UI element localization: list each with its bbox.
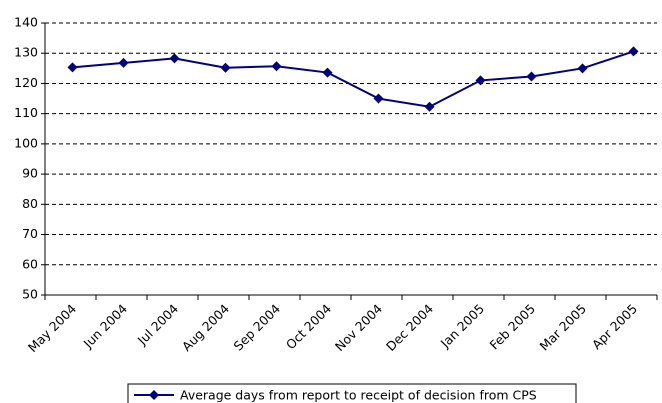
x-tick-label: Jul 2004 <box>134 301 181 348</box>
y-tick-label: 110 <box>14 105 38 120</box>
legend-marker <box>149 390 159 400</box>
point-marker <box>169 53 180 64</box>
point-marker <box>577 63 588 74</box>
point-marker <box>67 62 78 73</box>
x-tick-label: Oct 2004 <box>283 301 334 352</box>
y-tick-label: 120 <box>14 75 38 90</box>
y-tick-label: 90 <box>22 166 38 181</box>
y-tick-label: 70 <box>22 226 38 241</box>
x-tick-label: Jan 2005 <box>437 301 487 351</box>
y-tick-label: 50 <box>22 287 38 302</box>
point-marker <box>424 101 435 112</box>
x-tick-label: Jun 2004 <box>80 301 130 351</box>
y-tick-label: 60 <box>22 256 38 271</box>
x-tick-label: Nov 2004 <box>332 301 385 354</box>
legend: Average days from report to receipt of d… <box>127 383 577 403</box>
x-tick-label: Aug 2004 <box>179 301 232 354</box>
x-tick-label: May 2004 <box>25 301 79 355</box>
point-marker <box>271 61 282 72</box>
x-tick-label: Sep 2004 <box>231 301 284 354</box>
point-marker <box>220 62 231 73</box>
y-tick-label: 80 <box>22 196 38 211</box>
point-marker <box>373 93 384 104</box>
legend-box <box>127 383 577 403</box>
point-marker <box>628 46 639 57</box>
legend-label: Average days from report to receipt of d… <box>180 388 537 403</box>
y-tick-label: 140 <box>14 15 38 30</box>
series-line <box>72 50 634 108</box>
x-tick-label: Mar 2005 <box>537 301 590 354</box>
x-tick-label: Feb 2005 <box>487 301 539 353</box>
point-marker <box>118 57 129 68</box>
y-tick-label: 100 <box>14 135 38 150</box>
point-marker <box>526 71 537 82</box>
point-marker <box>322 67 333 78</box>
y-tick-label: 130 <box>14 45 38 60</box>
x-tick-label: Apr 2005 <box>589 301 640 352</box>
point-marker <box>475 75 486 86</box>
x-tick-label: Dec 2004 <box>383 301 436 354</box>
